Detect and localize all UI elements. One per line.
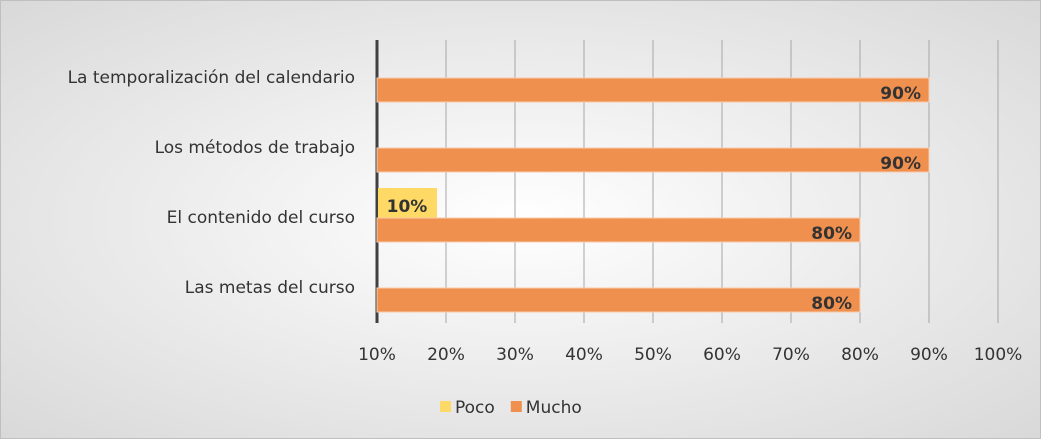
x-tick-label: 50%: [634, 345, 672, 365]
data-label: 10%: [387, 197, 428, 217]
x-tick-label: 40%: [565, 345, 603, 365]
y-tick-label: Las metas del curso: [185, 278, 355, 298]
legend-swatch: [440, 401, 451, 412]
x-tick-label: 70%: [772, 345, 810, 365]
bar: [376, 287, 861, 313]
x-tick-label: 80%: [841, 345, 879, 365]
data-label: 80%: [811, 294, 852, 314]
x-tick-label: 100%: [974, 345, 1023, 365]
x-tick-label: 60%: [703, 345, 741, 365]
bar: [376, 217, 861, 243]
y-tick-label: La temporalización del calendario: [68, 68, 355, 88]
legend-label: Mucho: [526, 398, 582, 418]
legend-label: Poco: [455, 398, 495, 418]
data-label: 90%: [880, 154, 921, 174]
x-tick-label: 30%: [496, 345, 534, 365]
bar: [376, 77, 930, 103]
y-tick-label: Los métodos de trabajo: [155, 138, 355, 158]
legend-swatch: [510, 401, 522, 412]
x-tick-label: 20%: [427, 345, 465, 365]
x-tick-label: 10%: [358, 345, 396, 365]
bar: [376, 147, 930, 173]
y-tick-label: El contenido del curso: [167, 208, 355, 228]
data-label: 80%: [811, 224, 852, 244]
data-label: 90%: [880, 84, 921, 104]
x-tick-label: 90%: [910, 345, 948, 365]
